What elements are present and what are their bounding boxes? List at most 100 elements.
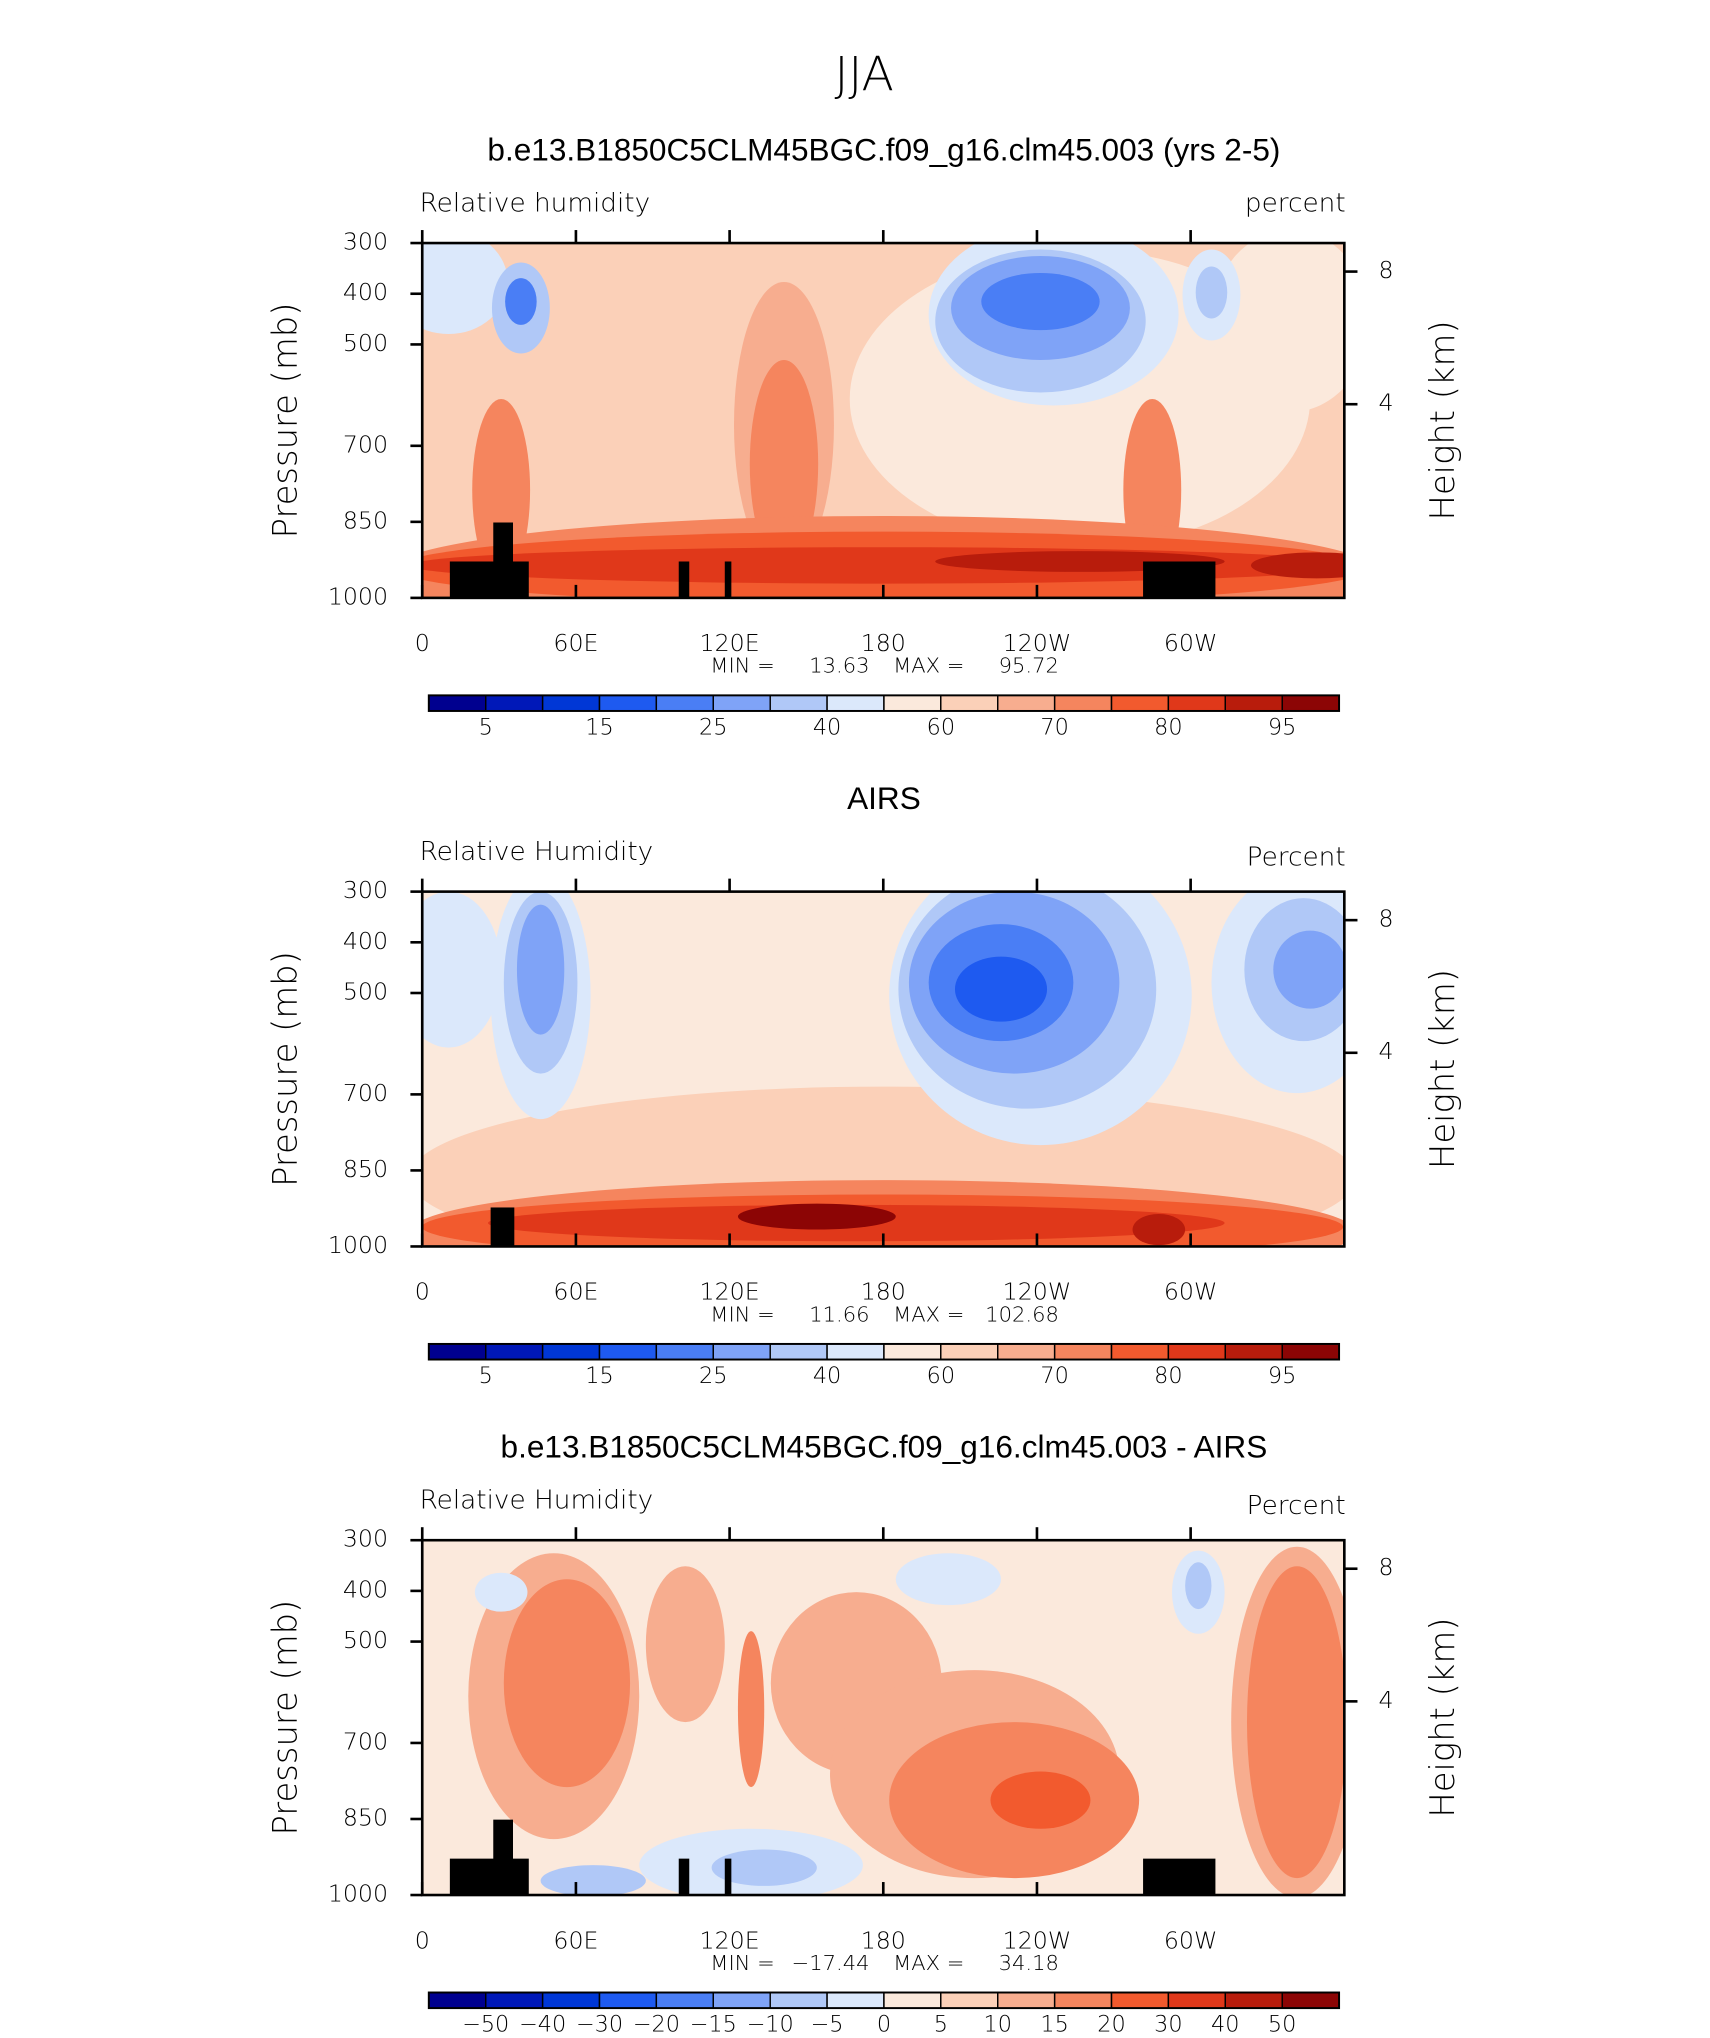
topography (724, 561, 732, 598)
panel-subtitle: Relative humidity (420, 189, 651, 219)
y-tick-label: 1000 (328, 1880, 388, 1908)
colorbar-label: 15 (585, 1363, 613, 1389)
max-value: 34.18 (999, 1951, 1059, 1975)
min-value: 11.66 (809, 1302, 869, 1326)
contour-region (1132, 1213, 1186, 1246)
contour-region (505, 278, 537, 325)
colorbar-box (541, 1991, 601, 2009)
colorbar-label: 70 (1040, 1363, 1068, 1389)
colorbar-box (769, 1343, 828, 1361)
colorbar-label: 15 (1040, 2012, 1068, 2038)
y-tick-label: 300 (343, 228, 388, 256)
x-tick-label: 60W (1164, 629, 1218, 657)
field (422, 243, 1345, 598)
colorbar-box (769, 694, 828, 712)
panel-subtitle: Relative Humidity (420, 1486, 654, 1516)
x-tick-label: 120E (700, 629, 760, 657)
x-tick-label: 120E (700, 1278, 760, 1306)
contour-region (990, 1771, 1091, 1829)
max-value: 102.68 (985, 1302, 1059, 1326)
contour-region (711, 1849, 817, 1886)
min-label: MIN = (710, 654, 774, 678)
colorbar-label: −30 (576, 2012, 623, 2038)
colorbar-label: 80 (1154, 714, 1182, 740)
field (422, 1540, 1345, 1896)
colorbar-label: 40 (1211, 2012, 1239, 2038)
colorbar-box (655, 1343, 714, 1361)
contour-region (1195, 266, 1228, 319)
min-label: MIN = (710, 1951, 774, 1975)
colorbar-box (1281, 1991, 1340, 2009)
y-tick-label: 850 (343, 1804, 388, 1832)
colorbar-label: −5 (811, 2012, 844, 2038)
colorbar-label: 15 (585, 714, 613, 740)
colorbar-box (826, 1343, 885, 1361)
x-tick-label: 60E (553, 1278, 598, 1306)
panel: b.e13.B1850C5CLM45BGC.f09_g16.clm45.003 … (265, 132, 1463, 740)
colorbar-label: 60 (927, 714, 955, 740)
colorbar-box (598, 694, 658, 712)
x-tick-label: 120E (700, 1926, 760, 1954)
colorbar-box (1224, 1343, 1283, 1361)
contour-region (895, 1553, 1002, 1606)
topography (678, 1858, 690, 1896)
colorbar-box (1167, 1343, 1226, 1361)
max-label: MAX = (893, 654, 964, 678)
colorbar-box (598, 1343, 658, 1361)
y-tick-label: 700 (343, 430, 388, 458)
colorbar-box (428, 1991, 487, 2009)
y-tick-label: 400 (343, 1575, 388, 1603)
contour-region (954, 956, 1048, 1022)
colorbar-box (997, 1991, 1056, 2009)
colorbar-box (1053, 1343, 1113, 1361)
colorbar-frame (427, 1342, 1341, 1361)
contour-region (645, 1566, 725, 1723)
colorbar-box (541, 694, 601, 712)
y-tick-label: 400 (343, 278, 388, 306)
y-tick-label: 850 (343, 506, 388, 534)
y-tick-label: 700 (343, 1079, 388, 1107)
contour-region (516, 904, 565, 1035)
colorbar-label: 40 (813, 714, 841, 740)
y2-tick-label: 4 (1379, 1686, 1394, 1714)
colorbar-box (485, 1343, 544, 1361)
colorbar-box (1053, 1991, 1113, 2009)
colorbar-box (1281, 694, 1340, 712)
colorbar-box (1224, 1991, 1283, 2009)
colorbar-box (1053, 694, 1113, 712)
colorbar-box (997, 1343, 1056, 1361)
colorbar-box (428, 1343, 487, 1361)
colorbar-box (598, 1991, 658, 2009)
colorbar-box (883, 694, 942, 712)
contour-region (422, 243, 508, 335)
colorbar-label: 60 (927, 1363, 955, 1389)
colorbar-box (883, 1343, 942, 1361)
contour-region (981, 272, 1100, 331)
topography (1143, 1858, 1216, 1896)
panel-units: percent (1245, 189, 1346, 219)
colorbar-label: −10 (747, 2012, 794, 2038)
colorbar-box (826, 1991, 885, 2009)
y-tick-label: 1000 (328, 582, 388, 610)
y-axis-label: Pressure (mb) (265, 1600, 305, 1836)
topography (490, 1207, 515, 1247)
colorbar-box (1167, 1991, 1226, 2009)
y-tick-label: 1000 (328, 1231, 388, 1259)
min-value: −17.44 (792, 1951, 870, 1975)
x-tick-label: 60W (1164, 1926, 1218, 1954)
y2-axis-label: Height (km) (1423, 969, 1463, 1169)
colorbar-label: 40 (813, 1363, 841, 1389)
contour-region (474, 1572, 528, 1612)
colorbar-label: 10 (983, 2012, 1011, 2038)
contour-region (422, 891, 502, 1048)
colorbar-box (655, 1991, 714, 2009)
topography (724, 1858, 732, 1896)
colorbar-label: 5 (479, 1363, 493, 1389)
y-tick-label: 850 (343, 1155, 388, 1183)
colorbar-label: 95 (1268, 714, 1296, 740)
colorbar-label: 80 (1154, 1363, 1182, 1389)
colorbar-label: 5 (934, 2012, 948, 2038)
y2-tick-label: 8 (1379, 1553, 1394, 1581)
